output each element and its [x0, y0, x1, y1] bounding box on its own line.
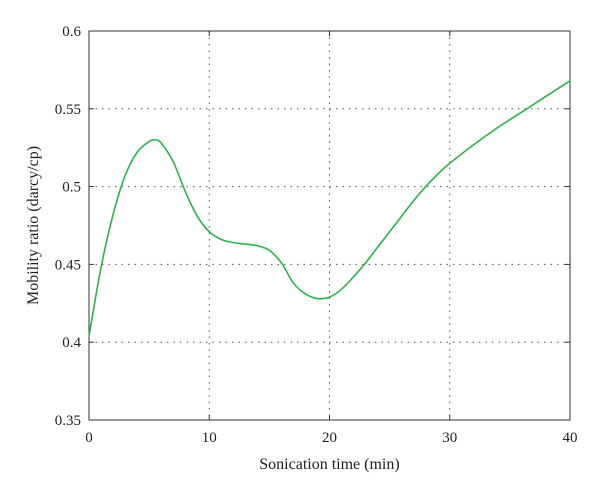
- y-tick-label: 0.4: [62, 335, 81, 351]
- y-tick-label: 0.6: [62, 24, 81, 40]
- y-tick-label: 0.55: [55, 102, 81, 118]
- x-tick-label: 30: [442, 430, 457, 446]
- x-axis-title: Sonication time (min): [259, 456, 399, 473]
- x-tick-label: 0: [85, 430, 93, 446]
- x-tick-label: 40: [563, 430, 578, 446]
- y-tick-label: 0.35: [55, 413, 81, 429]
- series-line: [88, 79, 571, 337]
- grid: [89, 31, 570, 420]
- x-tick-label: 10: [202, 430, 217, 446]
- x-tick-label: 20: [322, 430, 337, 446]
- y-tick-labels: 0.35 0.4 0.45 0.5 0.55 0.6: [55, 24, 82, 429]
- plot-frame: [88, 30, 571, 421]
- y-tick-label: 0.45: [55, 257, 81, 273]
- y-tick-label: 0.5: [62, 180, 81, 196]
- y-axis-title: Mobility ratio (darcy/cp): [25, 146, 42, 305]
- x-tick-labels: 0 10 20 30 40: [85, 430, 577, 446]
- axis-ticks: [88, 30, 571, 421]
